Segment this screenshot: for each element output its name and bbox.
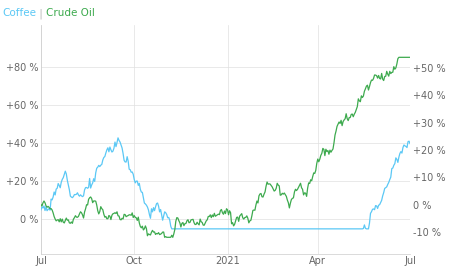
- Text: |: |: [36, 8, 46, 19]
- Text: Crude Oil: Crude Oil: [46, 8, 95, 18]
- Text: Coffee: Coffee: [2, 8, 36, 18]
